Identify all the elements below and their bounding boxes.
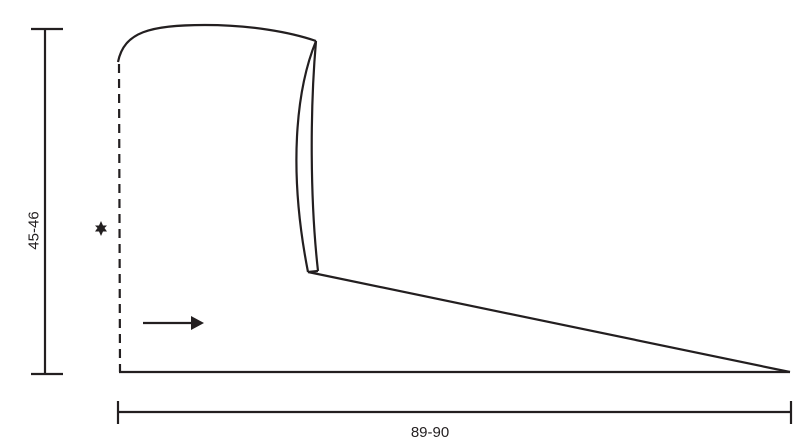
star-icon [95, 221, 107, 236]
arrow-right-icon [191, 316, 204, 330]
width-label: 89-90 [410, 424, 450, 441]
heel-outer-curve [295, 40, 318, 273]
slanted-edge [307, 270, 791, 374]
dashed-edge [117, 63, 122, 373]
top-curve [116, 23, 317, 63]
height-label: 45-46 [25, 211, 43, 250]
heel-inner-curve [310, 40, 320, 272]
